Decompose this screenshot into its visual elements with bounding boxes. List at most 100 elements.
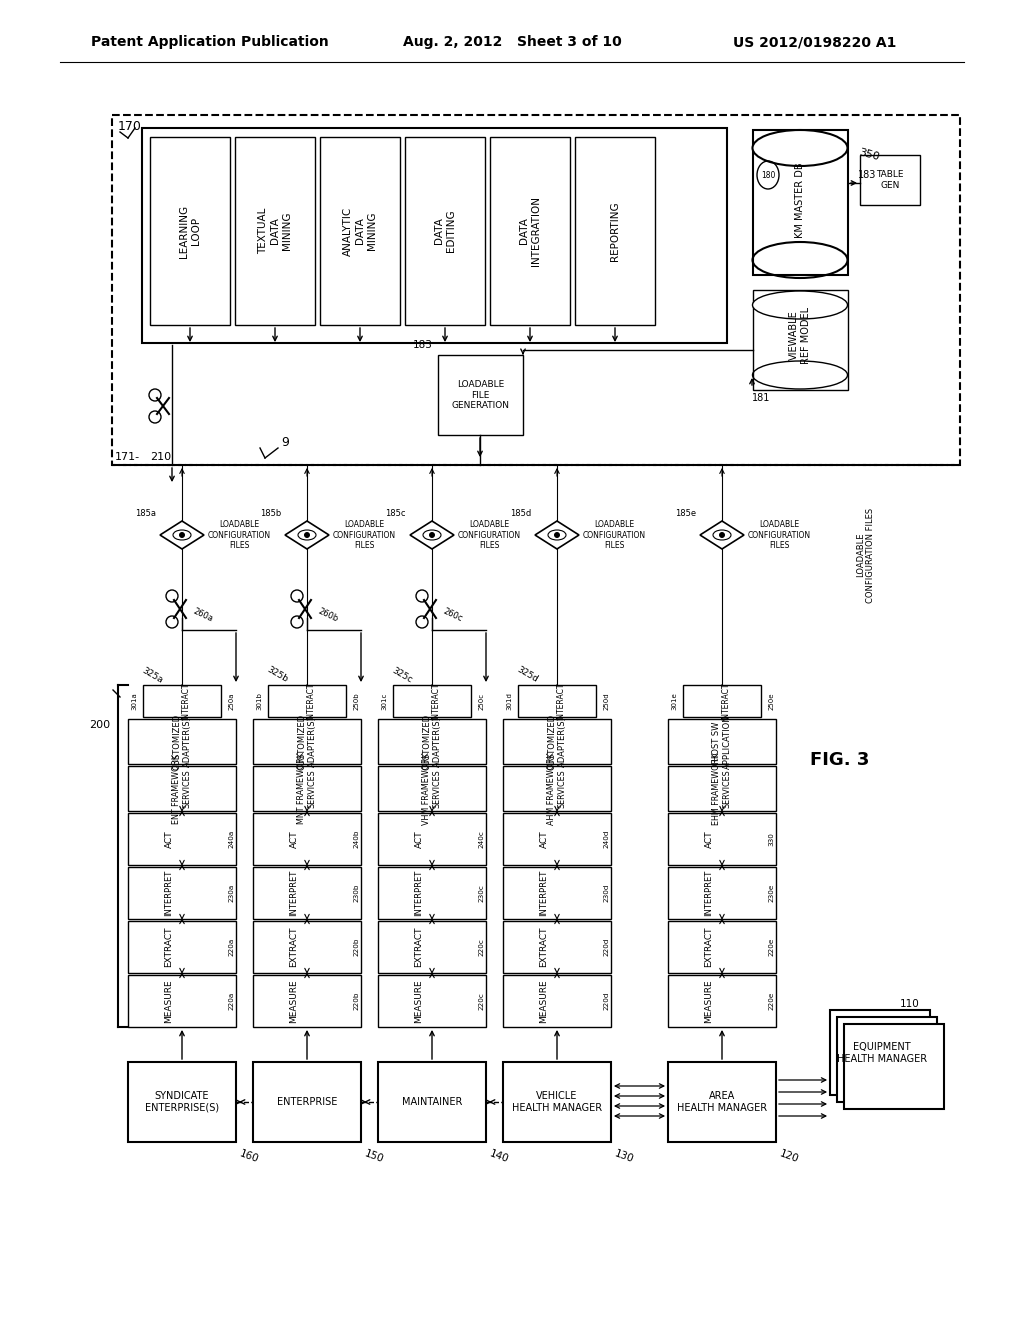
Text: MNT FRAMEWORK
SERVICES: MNT FRAMEWORK SERVICES — [297, 752, 316, 825]
Bar — [668, 867, 776, 919]
Text: 185e: 185e — [675, 508, 696, 517]
Text: 250a: 250a — [229, 692, 234, 710]
Bar — [503, 766, 611, 810]
Bar — [253, 1063, 361, 1142]
Bar — [668, 1063, 776, 1142]
Text: US 2012/0198220 A1: US 2012/0198220 A1 — [733, 36, 897, 49]
Text: TABLE
GEN: TABLE GEN — [877, 170, 904, 190]
Text: 171-: 171- — [115, 451, 140, 462]
Bar — [253, 813, 361, 865]
Text: CUSTOMIZED
ADAPTER(S): CUSTOMIZED ADAPTER(S) — [297, 713, 316, 770]
Bar — [503, 813, 611, 865]
Text: 220a: 220a — [228, 991, 234, 1010]
Bar — [253, 975, 361, 1027]
Bar — [503, 975, 611, 1027]
Text: CUSTOMIZED
ADAPTER(S): CUSTOMIZED ADAPTER(S) — [422, 713, 441, 770]
Bar — [844, 1024, 944, 1109]
Bar — [378, 921, 486, 973]
Text: 185b: 185b — [260, 508, 281, 517]
Bar — [253, 719, 361, 764]
Text: 220d: 220d — [603, 991, 609, 1010]
Bar — [378, 1063, 486, 1142]
Bar — [575, 137, 655, 325]
Bar — [668, 813, 776, 865]
Text: EXTRACT: EXTRACT — [165, 927, 173, 968]
Text: INTERACT: INTERACT — [721, 682, 730, 719]
Text: 330: 330 — [768, 832, 774, 846]
Text: EXTRACT: EXTRACT — [540, 927, 549, 968]
Text: 325b: 325b — [265, 665, 290, 685]
Bar — [253, 766, 361, 810]
Text: TEXTUAL
DATA
MINING: TEXTUAL DATA MINING — [258, 207, 292, 255]
Text: LOADABLE
FILE
GENERATION: LOADABLE FILE GENERATION — [452, 380, 510, 411]
Bar — [438, 355, 523, 436]
Text: ACT: ACT — [415, 830, 424, 847]
Bar — [668, 975, 776, 1027]
Text: 185c: 185c — [385, 508, 406, 517]
Text: EXTRACT: EXTRACT — [705, 927, 714, 968]
Text: 220b: 220b — [353, 937, 359, 956]
Bar — [503, 1063, 611, 1142]
Text: 260c: 260c — [442, 607, 464, 623]
Text: LOADABLE
CONFIGURATION FILES: LOADABLE CONFIGURATION FILES — [856, 507, 876, 602]
Text: 181: 181 — [752, 393, 770, 403]
Text: 240c: 240c — [478, 830, 484, 847]
Text: AHM FRAMEWORK
SERVICES: AHM FRAMEWORK SERVICES — [547, 752, 566, 825]
Bar — [753, 290, 848, 389]
Text: 220c: 220c — [478, 939, 484, 956]
Bar — [503, 867, 611, 919]
Text: INTERACT: INTERACT — [556, 682, 565, 719]
Bar — [860, 154, 920, 205]
Bar — [378, 719, 486, 764]
Text: Patent Application Publication: Patent Application Publication — [91, 36, 329, 49]
Bar — [830, 1010, 930, 1096]
Text: LEARNING
LOOP: LEARNING LOOP — [179, 205, 201, 257]
Text: 130: 130 — [613, 1148, 635, 1166]
Bar — [128, 813, 236, 865]
Text: 301d: 301d — [506, 692, 512, 710]
Text: MEASURE: MEASURE — [290, 979, 299, 1023]
Ellipse shape — [753, 290, 848, 319]
Bar — [128, 766, 236, 810]
Bar — [128, 921, 236, 973]
Bar — [683, 685, 761, 717]
Text: INTERACT: INTERACT — [306, 682, 315, 719]
Text: 240b: 240b — [353, 830, 359, 849]
Text: 220b: 220b — [353, 991, 359, 1010]
Text: 180: 180 — [761, 170, 775, 180]
Bar — [253, 867, 361, 919]
Text: 170: 170 — [118, 120, 142, 133]
Text: EXTRACT: EXTRACT — [415, 927, 424, 968]
Text: 260b: 260b — [317, 606, 340, 623]
Text: 220e: 220e — [768, 937, 774, 956]
Text: 220a: 220a — [228, 939, 234, 956]
Bar — [668, 766, 776, 810]
Text: 230c: 230c — [478, 884, 484, 902]
Bar — [503, 921, 611, 973]
Text: Aug. 2, 2012   Sheet 3 of 10: Aug. 2, 2012 Sheet 3 of 10 — [402, 36, 622, 49]
Bar — [490, 137, 570, 325]
Text: AREA
HEALTH MANAGER: AREA HEALTH MANAGER — [677, 1092, 767, 1113]
Text: 220d: 220d — [603, 937, 609, 956]
Text: MEASURE: MEASURE — [540, 979, 549, 1023]
Text: 140: 140 — [488, 1148, 510, 1166]
Bar — [668, 719, 776, 764]
Bar — [406, 137, 485, 325]
Text: MEASURE: MEASURE — [415, 979, 424, 1023]
Text: 183: 183 — [858, 170, 877, 180]
Text: ACT: ACT — [540, 830, 549, 847]
Bar — [142, 128, 727, 343]
Bar — [393, 685, 471, 717]
Bar — [128, 1063, 236, 1142]
Text: LOADABLE
CONFIGURATION
FILES: LOADABLE CONFIGURATION FILES — [748, 520, 811, 550]
Bar — [668, 921, 776, 973]
Bar — [128, 867, 236, 919]
Text: EXTRACT: EXTRACT — [290, 927, 299, 968]
Text: MAINTAINER: MAINTAINER — [401, 1097, 462, 1107]
Bar — [378, 813, 486, 865]
Bar — [837, 1016, 937, 1102]
Text: INTERPRET: INTERPRET — [165, 870, 173, 916]
Bar — [112, 115, 961, 465]
Text: 325d: 325d — [515, 665, 540, 685]
Circle shape — [429, 532, 435, 539]
